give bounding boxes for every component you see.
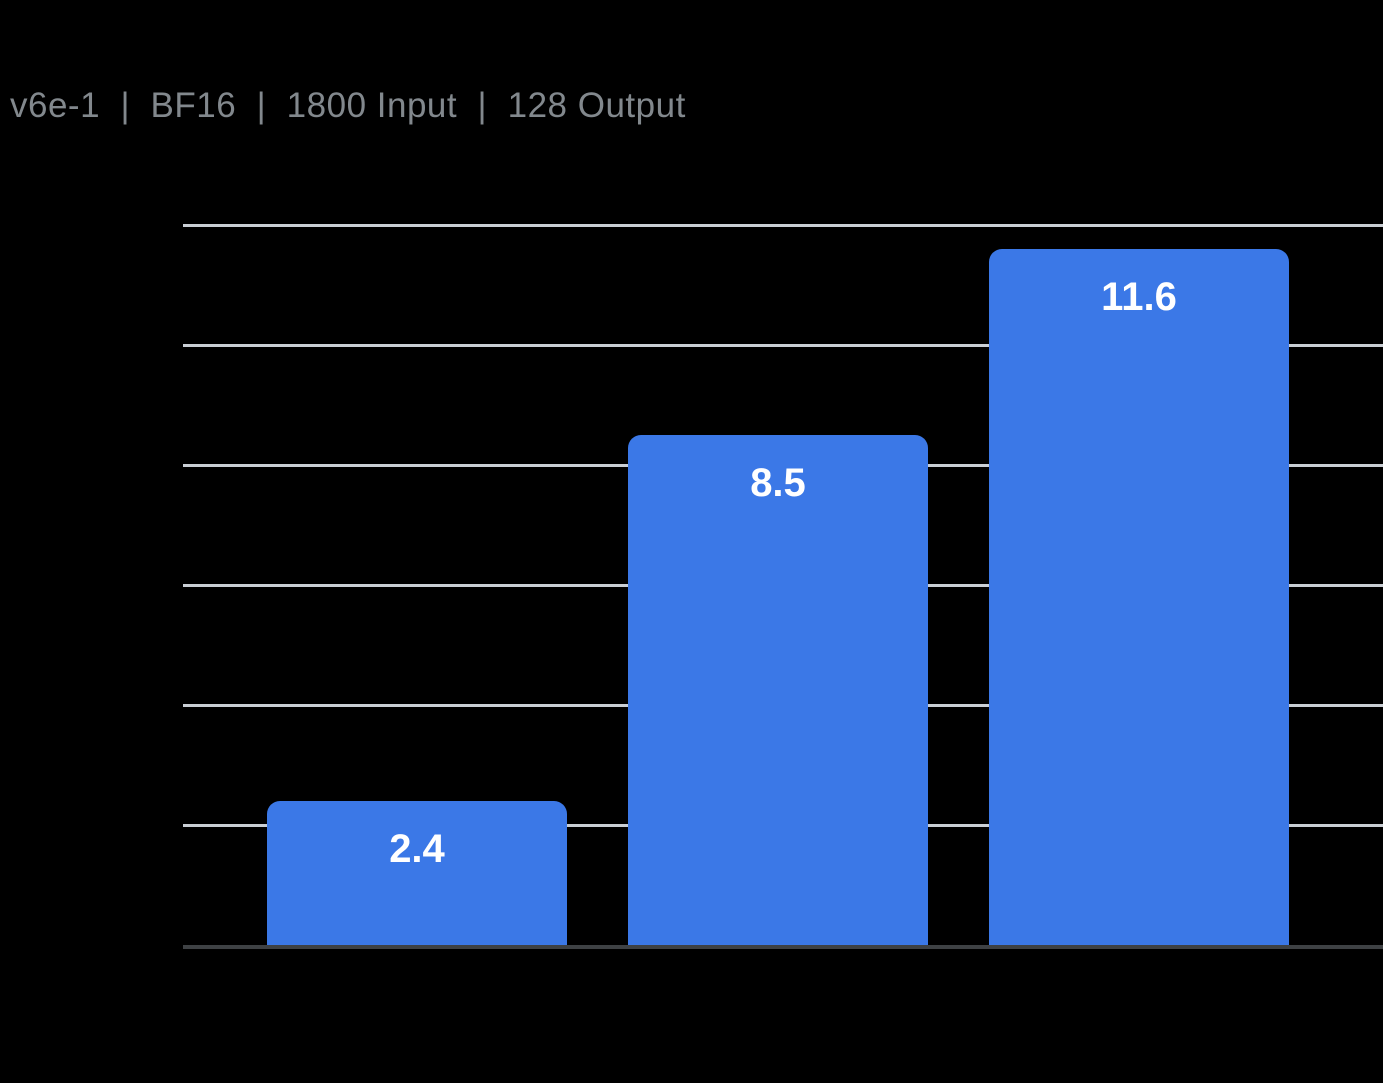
gridline <box>183 224 1383 227</box>
plot-area: 2.4 8.5 11.6 <box>183 224 1383 949</box>
bar-value-label: 8.5 <box>750 461 806 505</box>
bar-value-label: 11.6 <box>1101 275 1177 319</box>
gridline <box>183 344 1383 347</box>
bar: 8.5 <box>628 435 928 945</box>
bar-value-label: 2.4 <box>389 827 445 871</box>
bar: 11.6 <box>989 249 1289 945</box>
chart-title: v6e-1 | BF16 | 1800 Input | 128 Output <box>10 86 686 125</box>
bar: 2.4 <box>267 801 567 945</box>
